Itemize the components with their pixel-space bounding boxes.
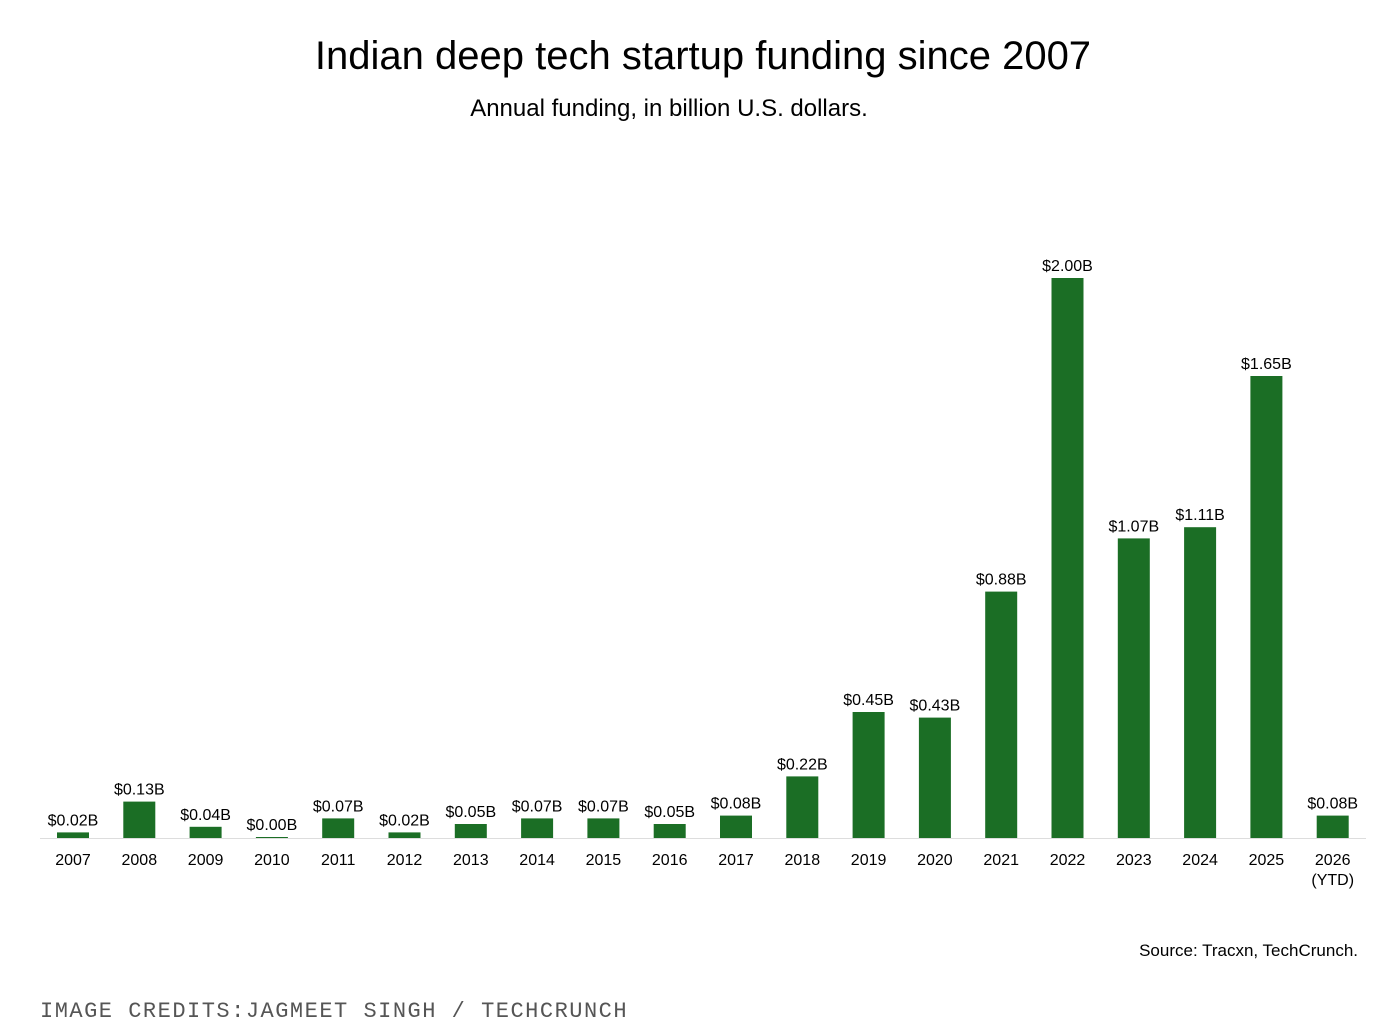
labels-layer: $0.02B $0.13B $0.04B $0.00B $0.07B $0.02B $0.0…: [48, 258, 1358, 834]
bar-2020: [918, 717, 951, 838]
data-label-2026: $0.08B: [1307, 796, 1358, 813]
data-label-2009: $0.04B: [180, 807, 231, 824]
chart-title: Indian deep tech startup funding since 2…: [314, 34, 1092, 78]
tick-label-2011: 2011: [321, 852, 356, 869]
data-label-2022: $2.00B: [1042, 258, 1093, 275]
tick-label-2012: 2012: [387, 852, 423, 869]
bar-2022: [1051, 278, 1084, 838]
data-label-2023: $1.07B: [1108, 518, 1159, 535]
tick-label-2020: 2020: [917, 852, 953, 869]
tick-label-2023: 2023: [1116, 852, 1152, 869]
data-label-2025: $1.65B: [1241, 356, 1292, 373]
tick-label-2017: 2017: [718, 852, 754, 869]
bar-2013: [454, 824, 487, 838]
bar-2025: [1250, 376, 1283, 838]
data-label-2015: $0.07B: [578, 798, 629, 815]
bars-layer: [57, 278, 1349, 838]
source-note: Source: Tracxn, TechCrunch.: [1139, 941, 1358, 960]
bar-2016: [653, 824, 686, 838]
bar-2011: [322, 818, 355, 838]
bar-2026: [1316, 815, 1349, 838]
tick-label-2021: 2021: [983, 852, 1019, 869]
tick-label-2014: 2014: [519, 852, 555, 869]
data-label-2008: $0.13B: [114, 782, 165, 799]
bar-2017: [720, 815, 752, 838]
data-label-2021: $0.88B: [976, 572, 1027, 589]
tick-label-2026: 2026 (YTD): [1311, 852, 1354, 889]
data-label-2020: $0.43B: [910, 698, 961, 715]
data-label-2019: $0.45B: [843, 692, 894, 709]
data-label-2011: $0.07B: [313, 798, 364, 815]
tick-label-2018: 2018: [785, 852, 821, 869]
bar-chart: $0.02B $0.13B $0.04B $0.00B $0.07B $0.02B $0.0…: [40, 258, 1366, 889]
bar-2008: [123, 801, 156, 838]
bar-2024: [1184, 527, 1217, 838]
data-label-2024: $1.11B: [1175, 507, 1225, 524]
ticks-layer: 2007 2008 2009 2010 2011 2012 2013 2014 2015 2016…: [55, 852, 1354, 889]
data-label-2010: $0.00B: [247, 817, 298, 834]
data-label-2016: $0.05B: [644, 804, 695, 821]
tick-label-2025: 2025: [1249, 852, 1285, 869]
data-label-2012: $0.02B: [379, 812, 430, 829]
bar-2009: [189, 826, 222, 838]
data-label-2018: $0.22B: [777, 756, 828, 773]
tick-label-2008: 2008: [122, 852, 158, 869]
bar-2023: [1117, 538, 1150, 838]
image-credits: IMAGE CREDITS:JAGMEET SINGH / TECHCRUNCH: [40, 999, 629, 1024]
tick-label-2024: 2024: [1182, 852, 1218, 869]
data-label-2014: $0.07B: [512, 798, 563, 815]
bar-2014: [521, 818, 554, 838]
bar-2019: [852, 712, 885, 838]
tick-label-2009: 2009: [188, 852, 224, 869]
data-label-2017: $0.08B: [711, 796, 762, 813]
bar-2015: [587, 818, 620, 838]
bar-2012: [388, 832, 421, 838]
tick-label-2010: 2010: [254, 852, 290, 869]
tick-label-2022: 2022: [1050, 852, 1086, 869]
data-label-2007: $0.02B: [48, 812, 99, 829]
bar-2021: [985, 591, 1018, 838]
tick-label-2019: 2019: [851, 852, 887, 869]
bar-2018: [786, 776, 819, 838]
tick-label-2013: 2013: [453, 852, 489, 869]
data-label-2013: $0.05B: [445, 804, 496, 821]
tick-label-2007: 2007: [55, 852, 91, 869]
bar-2007: [57, 832, 89, 838]
bar-2010: [255, 837, 288, 838]
chart-subtitle: Annual funding, in billion U.S. dollars.: [470, 95, 868, 122]
tick-label-2016: 2016: [652, 852, 688, 869]
tick-label-2015: 2015: [586, 852, 622, 869]
